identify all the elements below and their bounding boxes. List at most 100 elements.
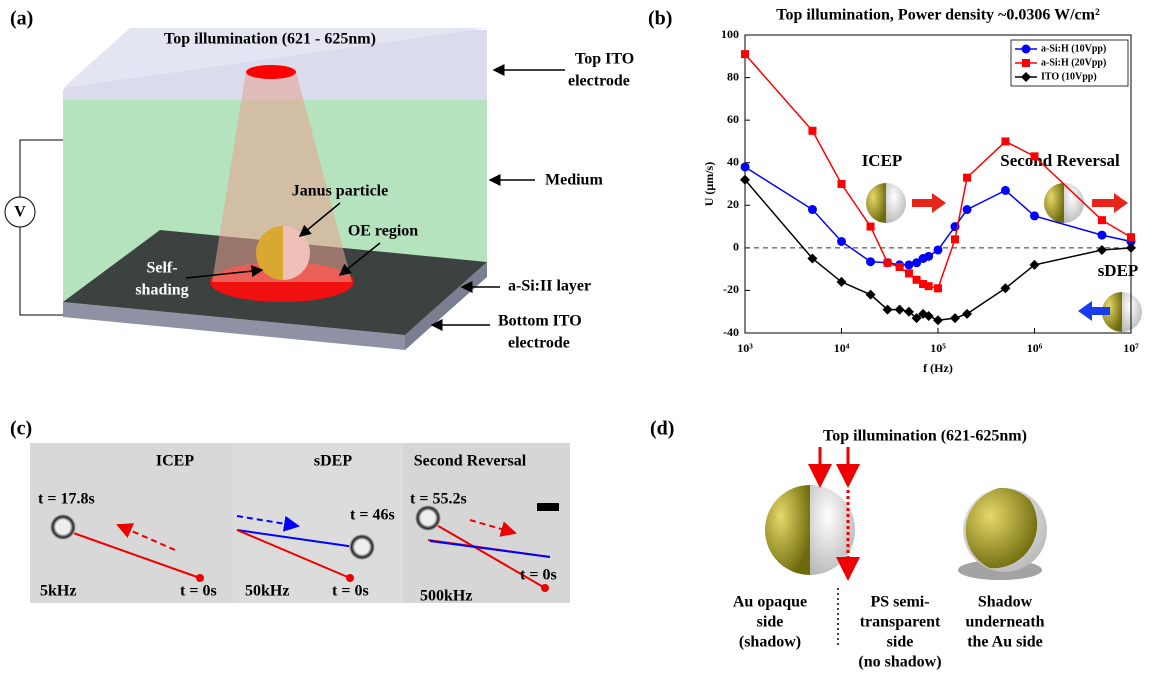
legend-label: a-Si:H (10Vpp) <box>1041 43 1106 54</box>
y-tick-label: 20 <box>727 197 739 211</box>
particle <box>50 514 76 540</box>
frequency: 50kHz <box>245 583 289 600</box>
illumination-label: Top illumination (621-625nm) <box>823 428 1027 445</box>
time: t = 0s <box>520 567 557 584</box>
time: t = 46s <box>350 507 395 524</box>
panel-label: (a) <box>10 8 33 30</box>
marker <box>1097 231 1106 240</box>
label: electrode <box>508 335 570 352</box>
label: PS semi- <box>870 594 929 611</box>
x-tick-label: 10⁵ <box>930 341 946 355</box>
label: Au opaque <box>733 594 807 611</box>
y-axis-label: U (μm/s) <box>702 162 716 206</box>
marker <box>933 315 943 325</box>
legend-label: ITO (10Vpp) <box>1041 71 1097 82</box>
marker <box>895 305 905 315</box>
figure: (a) V Top illumination (621 - 625nm) Top… <box>0 0 1164 680</box>
y-tick-label: -20 <box>723 282 739 296</box>
y-tick-label: 60 <box>727 112 739 126</box>
panel-label: (c) <box>10 418 32 440</box>
marker <box>951 235 959 243</box>
marker <box>934 245 943 254</box>
marker <box>1030 211 1039 220</box>
label: Janus particle <box>292 183 388 200</box>
legend-label: a-Si:H (20Vpp) <box>1041 57 1106 68</box>
x-tick-label: 10⁷ <box>1123 341 1139 355</box>
marker <box>1001 186 1010 195</box>
marker <box>934 284 942 292</box>
x-axis-label: f (Hz) <box>923 361 953 375</box>
frequency: 500kHz <box>420 588 472 605</box>
panel-label: (d) <box>650 418 674 440</box>
marker <box>866 257 875 266</box>
scale-bar <box>537 503 559 511</box>
label: Shadow <box>978 594 1033 611</box>
y-tick-label: 100 <box>721 27 739 41</box>
annotation: ICEP <box>862 151 903 170</box>
marker <box>1097 245 1107 255</box>
marker <box>963 205 972 214</box>
label: Top ITO <box>575 51 634 68</box>
annotation: sDEP <box>1098 261 1139 280</box>
panel-c: (c) ICEP sDEP Second Reversal t = 17.8s … <box>10 418 570 605</box>
marker <box>741 162 750 171</box>
marker <box>837 237 846 246</box>
x-tick-label: 10³ <box>737 341 753 355</box>
wire <box>20 227 63 315</box>
marker <box>950 313 960 323</box>
label: OE region <box>348 223 418 240</box>
illumination-label: Top illumination (621 - 625nm) <box>164 31 376 48</box>
frame-title: Second Reversal <box>414 453 527 470</box>
x-tick-label: 10⁴ <box>834 341 850 355</box>
panel-label: (b) <box>648 8 672 30</box>
marker <box>1127 233 1135 241</box>
annotation: Second Reversal <box>1000 151 1120 170</box>
marker <box>884 259 892 267</box>
panel-b: (b) Top illumination, Power density ~0.0… <box>648 7 1142 375</box>
frequency: 5kHz <box>40 583 76 600</box>
time: t = 0s <box>180 583 217 600</box>
voltage-label: V <box>14 204 26 221</box>
particle <box>415 505 441 531</box>
marker <box>924 252 933 261</box>
label: (shadow) <box>739 634 801 651</box>
marker <box>867 223 875 231</box>
label: shading <box>135 282 188 299</box>
marker <box>741 50 749 58</box>
marker <box>962 309 972 319</box>
start-dot <box>346 574 354 582</box>
y-tick-label: -40 <box>723 325 739 339</box>
au-half <box>765 485 810 575</box>
y-tick-label: 0 <box>733 240 739 254</box>
marker <box>808 127 816 135</box>
label: electrode <box>568 73 630 90</box>
start-dot <box>541 584 549 592</box>
label: Bottom ITO <box>498 313 582 330</box>
marker <box>1001 137 1009 145</box>
label: (no shadow) <box>858 654 941 671</box>
marker <box>963 174 971 182</box>
marker <box>1031 152 1039 160</box>
marker <box>925 282 933 290</box>
y-tick-label: 40 <box>727 154 739 168</box>
chart-title: Top illumination, Power density ~0.0306 … <box>776 7 1100 24</box>
time: t = 17.8s <box>38 491 95 508</box>
time: t = 55.2s <box>410 491 467 508</box>
wire <box>20 140 63 197</box>
marker <box>1126 243 1136 253</box>
label: Self- <box>146 260 177 277</box>
label: side <box>757 614 784 631</box>
marker <box>896 263 904 271</box>
y-tick-label: 80 <box>727 69 739 83</box>
start-dot <box>196 574 204 582</box>
x-tick-label: 10⁶ <box>1027 341 1043 355</box>
label: the Au side <box>967 634 1043 651</box>
particle <box>349 534 375 560</box>
panel-a: (a) V Top illumination (621 - 625nm) Top… <box>5 8 634 352</box>
label: underneath <box>965 614 1044 631</box>
marker <box>1022 45 1031 54</box>
panel-d: (d) Top illumination (621-625nm) Au opaq… <box>650 418 1047 671</box>
frame-title: sDEP <box>314 453 352 470</box>
time: t = 0s <box>332 583 369 600</box>
frame-title: ICEP <box>156 453 194 470</box>
